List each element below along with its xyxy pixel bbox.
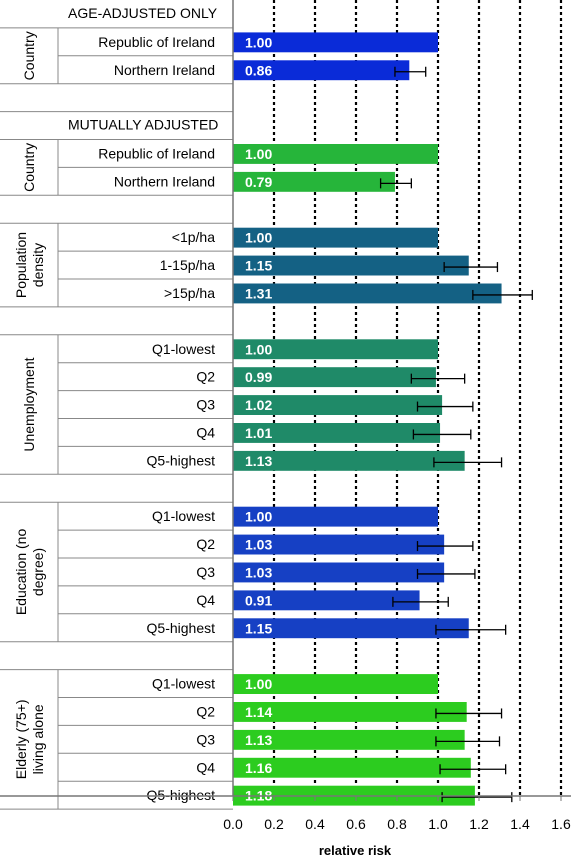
data-label: 1.02: [245, 397, 272, 413]
data-label: 0.79: [245, 174, 272, 190]
group-label: Populationdensity: [13, 232, 46, 298]
category-label: Q2: [196, 536, 215, 552]
data-label: 1.13: [245, 453, 272, 469]
category-label: Q1-lowest: [152, 341, 215, 357]
group-label: Education (nodegree): [13, 529, 46, 616]
data-label: 1.01: [245, 425, 272, 441]
data-label: 1.14: [245, 704, 272, 720]
category-label: Q2: [196, 703, 215, 719]
x-tick-label: 0.4: [305, 816, 325, 832]
bar: [233, 450, 465, 471]
section-heading: AGE-ADJUSTED ONLY: [68, 5, 218, 21]
category-label: Northern Ireland: [114, 173, 215, 189]
data-label: 1.00: [245, 676, 272, 692]
bar: [233, 367, 436, 388]
category-label: Q5-highest: [147, 452, 216, 468]
x-tick-label: 1.0: [428, 816, 448, 832]
x-tick-label: 0.8: [387, 816, 407, 832]
x-tick-label: 0.2: [264, 816, 284, 832]
bar: [233, 506, 438, 527]
x-tick-label: 0.0: [223, 816, 243, 832]
data-label: 1.00: [245, 341, 272, 357]
group-label: Country: [21, 143, 37, 192]
category-label: Q1-lowest: [152, 676, 215, 692]
data-label: 1.03: [245, 564, 272, 580]
category-label: Q3: [196, 397, 215, 413]
x-tick-label: 1.4: [510, 816, 530, 832]
category-label: <1p/ha: [172, 229, 215, 245]
bar: [233, 144, 438, 164]
bar: [233, 171, 395, 192]
category-label: Q4: [196, 759, 215, 775]
category-label: Q3: [196, 731, 215, 747]
data-label: 1.00: [245, 509, 272, 525]
data-label: 0.86: [245, 62, 272, 78]
x-tick-label: 1.6: [551, 816, 571, 832]
category-label: Q5-highest: [147, 787, 216, 803]
bar: [233, 590, 420, 611]
category-label: Q3: [196, 564, 215, 580]
data-label: 1.15: [245, 620, 272, 636]
bar: [233, 339, 438, 360]
category-label: >15p/ha: [164, 285, 215, 301]
category-label: Republic of Ireland: [98, 145, 215, 161]
bar: [233, 255, 469, 276]
bar: [233, 395, 443, 415]
bar: [233, 283, 502, 304]
data-label: 1.00: [245, 146, 272, 162]
data-label: 1.03: [245, 537, 272, 553]
section-heading: MUTUALLY ADJUSTED: [68, 117, 218, 133]
group-label: Elderly (75+)living alone: [13, 699, 46, 779]
bar: [233, 729, 465, 750]
data-label: 1.31: [245, 285, 272, 301]
category-label: Q5-highest: [147, 620, 216, 636]
bar: [233, 423, 441, 443]
bar: [233, 702, 467, 722]
bar: [233, 618, 469, 639]
x-tick-label: 1.2: [469, 816, 489, 832]
data-label: 1.16: [245, 760, 272, 776]
bar: [233, 60, 410, 81]
data-label: 1.00: [245, 230, 272, 246]
x-axis-title: relative risk: [319, 843, 392, 857]
data-label: 1.13: [245, 732, 272, 748]
group-label: Unemployment: [21, 357, 37, 451]
category-label: Northern Ireland: [114, 62, 215, 78]
group-label: Country: [21, 31, 37, 80]
bar: [233, 32, 438, 53]
category-label: Q4: [196, 592, 215, 608]
bar: [233, 674, 438, 694]
data-label: 1.15: [245, 258, 272, 274]
category-label: Q1-lowest: [152, 508, 215, 524]
data-label: 1.00: [245, 34, 272, 50]
category-label: 1-15p/ha: [160, 257, 215, 273]
data-label: 0.99: [245, 369, 272, 385]
x-tick-label: 0.6: [346, 816, 366, 832]
bar: [233, 757, 471, 778]
category-label: Q2: [196, 369, 215, 385]
data-label: 0.91: [245, 592, 272, 608]
category-label: Republic of Ireland: [98, 34, 215, 50]
bar: [233, 534, 445, 555]
bar: [233, 227, 438, 248]
category-label: Q4: [196, 424, 215, 440]
bar: [233, 562, 445, 583]
